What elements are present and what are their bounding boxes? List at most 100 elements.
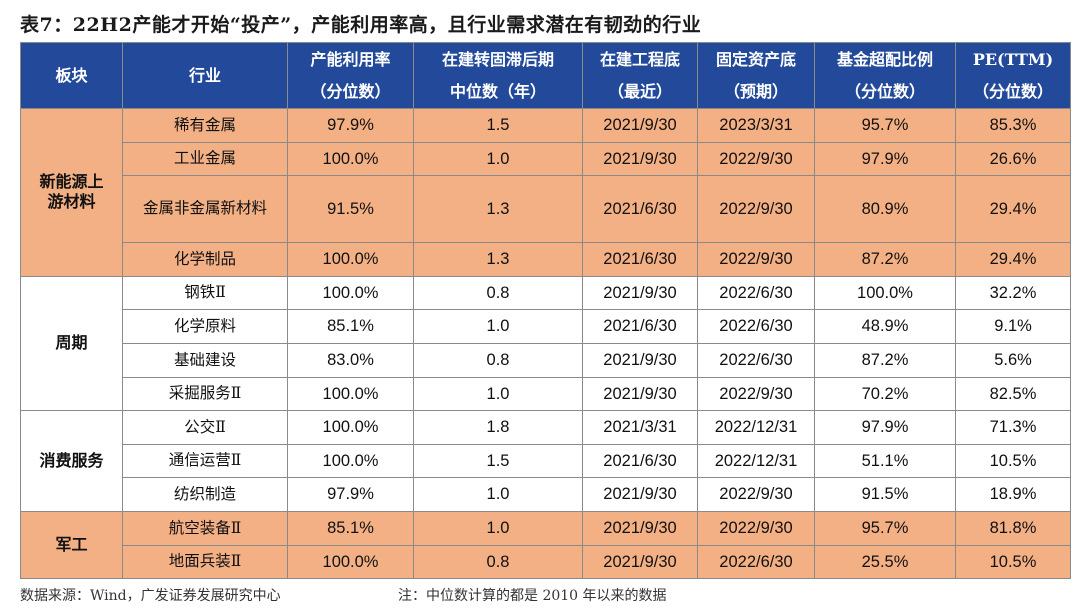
industry-cell: 工业金属 bbox=[122, 141, 288, 177]
pe-cell: 5.6% bbox=[955, 342, 1071, 378]
fa-cell: 2022/12/31 bbox=[697, 410, 815, 445]
industry-cell: 地面兵装Ⅱ bbox=[122, 544, 288, 580]
table-title: 表7：22H2产能才开始“投产”，产能利用率高，且行业需求潜在有韧劲的行业 bbox=[20, 14, 702, 36]
lag-cell: 0.8 bbox=[413, 544, 583, 580]
table-row: 采掘服务Ⅱ 100.0% 1.0 2021/9/30 2022/9/30 70.… bbox=[21, 376, 1071, 412]
source-note: 数据来源：Wind，广发证券发展研究中心 bbox=[20, 588, 281, 604]
util-cell: 100.0% bbox=[287, 242, 414, 277]
median-note: 注：中位数计算的都是 2010 年以来的数据 bbox=[398, 588, 667, 604]
table-row: 地面兵装Ⅱ 100.0% 0.8 2021/9/30 2022/6/30 25.… bbox=[21, 544, 1071, 580]
fa-cell: 2022/6/30 bbox=[697, 275, 815, 311]
lag-cell: 0.8 bbox=[413, 275, 583, 311]
industry-cell: 稀有金属 bbox=[122, 108, 288, 143]
fund-cell: 97.9% bbox=[814, 141, 956, 177]
table-row: 工业金属 100.0% 1.0 2021/9/30 2022/9/30 97.9… bbox=[21, 141, 1071, 177]
cip-cell: 2021/6/30 bbox=[582, 175, 698, 244]
pe-cell: 85.3% bbox=[955, 108, 1071, 143]
pe-cell: 82.5% bbox=[955, 376, 1071, 412]
lag-cell: 1.0 bbox=[413, 309, 583, 344]
header-row: 板块 行业 产能利用率 （分位数） 在建转固滞后期 中位数（年） 在建工程底 （最近）… bbox=[20, 42, 1071, 109]
table-row: 军工 航空装备Ⅱ 85.1% 1.0 2021/9/30 2022/9/30 9… bbox=[20, 510, 1071, 580]
fa-cell: 2022/6/30 bbox=[697, 309, 815, 344]
fund-cell: 91.5% bbox=[814, 477, 956, 512]
table-row: 通信运营Ⅱ 100.0% 1.5 2021/6/30 2022/12/31 51… bbox=[21, 443, 1071, 479]
fund-cell: 70.2% bbox=[814, 376, 956, 412]
cip-cell: 2021/9/30 bbox=[582, 376, 698, 412]
lag-cell: 1.0 bbox=[413, 141, 583, 177]
util-cell: 83.0% bbox=[287, 342, 414, 378]
fa-cell: 2022/9/30 bbox=[697, 175, 815, 244]
fa-cell: 2022/9/30 bbox=[697, 376, 815, 412]
cip-cell: 2021/9/30 bbox=[582, 544, 698, 580]
util-cell: 100.0% bbox=[287, 443, 414, 479]
fa-cell: 2022/9/30 bbox=[697, 242, 815, 277]
pe-cell: 81.8% bbox=[955, 510, 1071, 546]
header-fund-overweight: 基金超配比例 （分位数） bbox=[814, 42, 956, 109]
fund-cell: 97.9% bbox=[814, 410, 956, 445]
table-row: 基础建设 83.0% 0.8 2021/9/30 2022/6/30 87.2%… bbox=[21, 342, 1071, 378]
header-industry: 行业 bbox=[122, 42, 288, 109]
industry-cell: 化学制品 bbox=[122, 242, 288, 277]
sector-cell: 军工 bbox=[20, 510, 123, 580]
util-cell: 97.9% bbox=[287, 477, 414, 512]
header-fixed-asset-bottom: 固定资产底 （预期） bbox=[697, 42, 815, 109]
table-row: 化学原料 85.1% 1.0 2021/6/30 2022/6/30 48.9%… bbox=[21, 309, 1071, 344]
pe-cell: 29.4% bbox=[955, 175, 1071, 244]
fa-cell: 2022/6/30 bbox=[697, 544, 815, 580]
pe-cell: 10.5% bbox=[955, 443, 1071, 479]
industry-cell: 采掘服务Ⅱ bbox=[122, 376, 288, 412]
pe-cell: 18.9% bbox=[955, 477, 1071, 512]
util-cell: 100.0% bbox=[287, 410, 414, 445]
fa-cell: 2022/12/31 bbox=[697, 443, 815, 479]
fund-cell: 25.5% bbox=[814, 544, 956, 580]
cip-cell: 2021/9/30 bbox=[582, 108, 698, 143]
fa-cell: 2022/9/30 bbox=[697, 141, 815, 177]
fund-cell: 95.7% bbox=[814, 108, 956, 143]
util-cell: 100.0% bbox=[287, 544, 414, 580]
industry-cell: 通信运营Ⅱ bbox=[122, 443, 288, 479]
industry-cell: 航空装备Ⅱ bbox=[122, 510, 288, 546]
util-cell: 97.9% bbox=[287, 108, 414, 143]
industry-cell: 钢铁Ⅱ bbox=[122, 275, 288, 311]
util-cell: 100.0% bbox=[287, 141, 414, 177]
lag-cell: 1.3 bbox=[413, 175, 583, 244]
fund-cell: 87.2% bbox=[814, 242, 956, 277]
industry-cell: 金属非金属新材料 bbox=[122, 175, 288, 244]
util-cell: 100.0% bbox=[287, 275, 414, 311]
header-sector: 板块 bbox=[20, 42, 123, 109]
cip-cell: 2021/6/30 bbox=[582, 309, 698, 344]
util-cell: 91.5% bbox=[287, 175, 414, 244]
pe-cell: 29.4% bbox=[955, 242, 1071, 277]
util-cell: 100.0% bbox=[287, 376, 414, 412]
header-lag: 在建转固滞后期 中位数（年） bbox=[413, 42, 583, 109]
cip-cell: 2021/6/30 bbox=[582, 242, 698, 277]
fa-cell: 2022/9/30 bbox=[697, 510, 815, 546]
pe-cell: 9.1% bbox=[955, 309, 1071, 344]
pe-cell: 71.3% bbox=[955, 410, 1071, 445]
pe-cell: 32.2% bbox=[955, 275, 1071, 311]
sector-cell: 新能源上游材料 bbox=[20, 108, 123, 277]
table-row: 金属非金属新材料 91.5% 1.3 2021/6/30 2022/9/30 8… bbox=[21, 175, 1071, 244]
fund-cell: 80.9% bbox=[814, 175, 956, 244]
header-utilization: 产能利用率 （分位数） bbox=[287, 42, 414, 109]
industry-cell: 基础建设 bbox=[122, 342, 288, 378]
table-row: 周期 钢铁Ⅱ 100.0% 0.8 2021/9/30 2022/6/30 10… bbox=[20, 275, 1071, 412]
header-pe: PE(TTM) （分位数） bbox=[955, 42, 1071, 109]
fund-cell: 100.0% bbox=[814, 275, 956, 311]
table-row: 消费服务 公交Ⅱ 100.0% 1.8 2021/3/31 2022/12/31… bbox=[20, 410, 1071, 512]
cip-cell: 2021/9/30 bbox=[582, 141, 698, 177]
lag-cell: 1.0 bbox=[413, 510, 583, 546]
industry-table: 板块 行业 产能利用率 （分位数） 在建转固滞后期 中位数（年） 在建工程底 （最近）… bbox=[20, 42, 1071, 580]
util-cell: 85.1% bbox=[287, 510, 414, 546]
fa-cell: 2023/3/31 bbox=[697, 108, 815, 143]
sector-cell: 周期 bbox=[20, 275, 123, 412]
cip-cell: 2021/6/30 bbox=[582, 443, 698, 479]
lag-cell: 1.5 bbox=[413, 108, 583, 143]
table-row: 纺织制造 97.9% 1.0 2021/9/30 2022/9/30 91.5%… bbox=[21, 477, 1071, 512]
cip-cell: 2021/9/30 bbox=[582, 275, 698, 311]
cip-cell: 2021/9/30 bbox=[582, 477, 698, 512]
table-row: 化学制品 100.0% 1.3 2021/6/30 2022/9/30 87.2… bbox=[21, 242, 1071, 277]
pe-cell: 26.6% bbox=[955, 141, 1071, 177]
fund-cell: 95.7% bbox=[814, 510, 956, 546]
industry-cell: 化学原料 bbox=[122, 309, 288, 344]
